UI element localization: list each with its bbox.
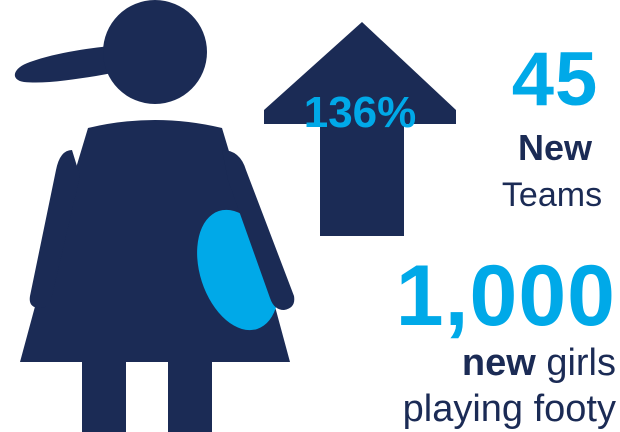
growth-percent: 136% bbox=[303, 88, 417, 137]
girls-label-bold: new bbox=[461, 342, 536, 384]
girls-label-line2: playing footy bbox=[402, 388, 616, 430]
up-arrow-icon bbox=[264, 22, 456, 236]
girl-right-arm bbox=[222, 150, 295, 310]
teams-count: 45 bbox=[511, 37, 599, 122]
girls-count: 1,000 bbox=[395, 248, 616, 344]
teams-label-bold: New bbox=[517, 127, 593, 168]
girls-label-line1: new girls bbox=[380, 342, 616, 384]
teams-label: Teams bbox=[501, 176, 603, 214]
girls-label-text: girls bbox=[535, 342, 616, 384]
